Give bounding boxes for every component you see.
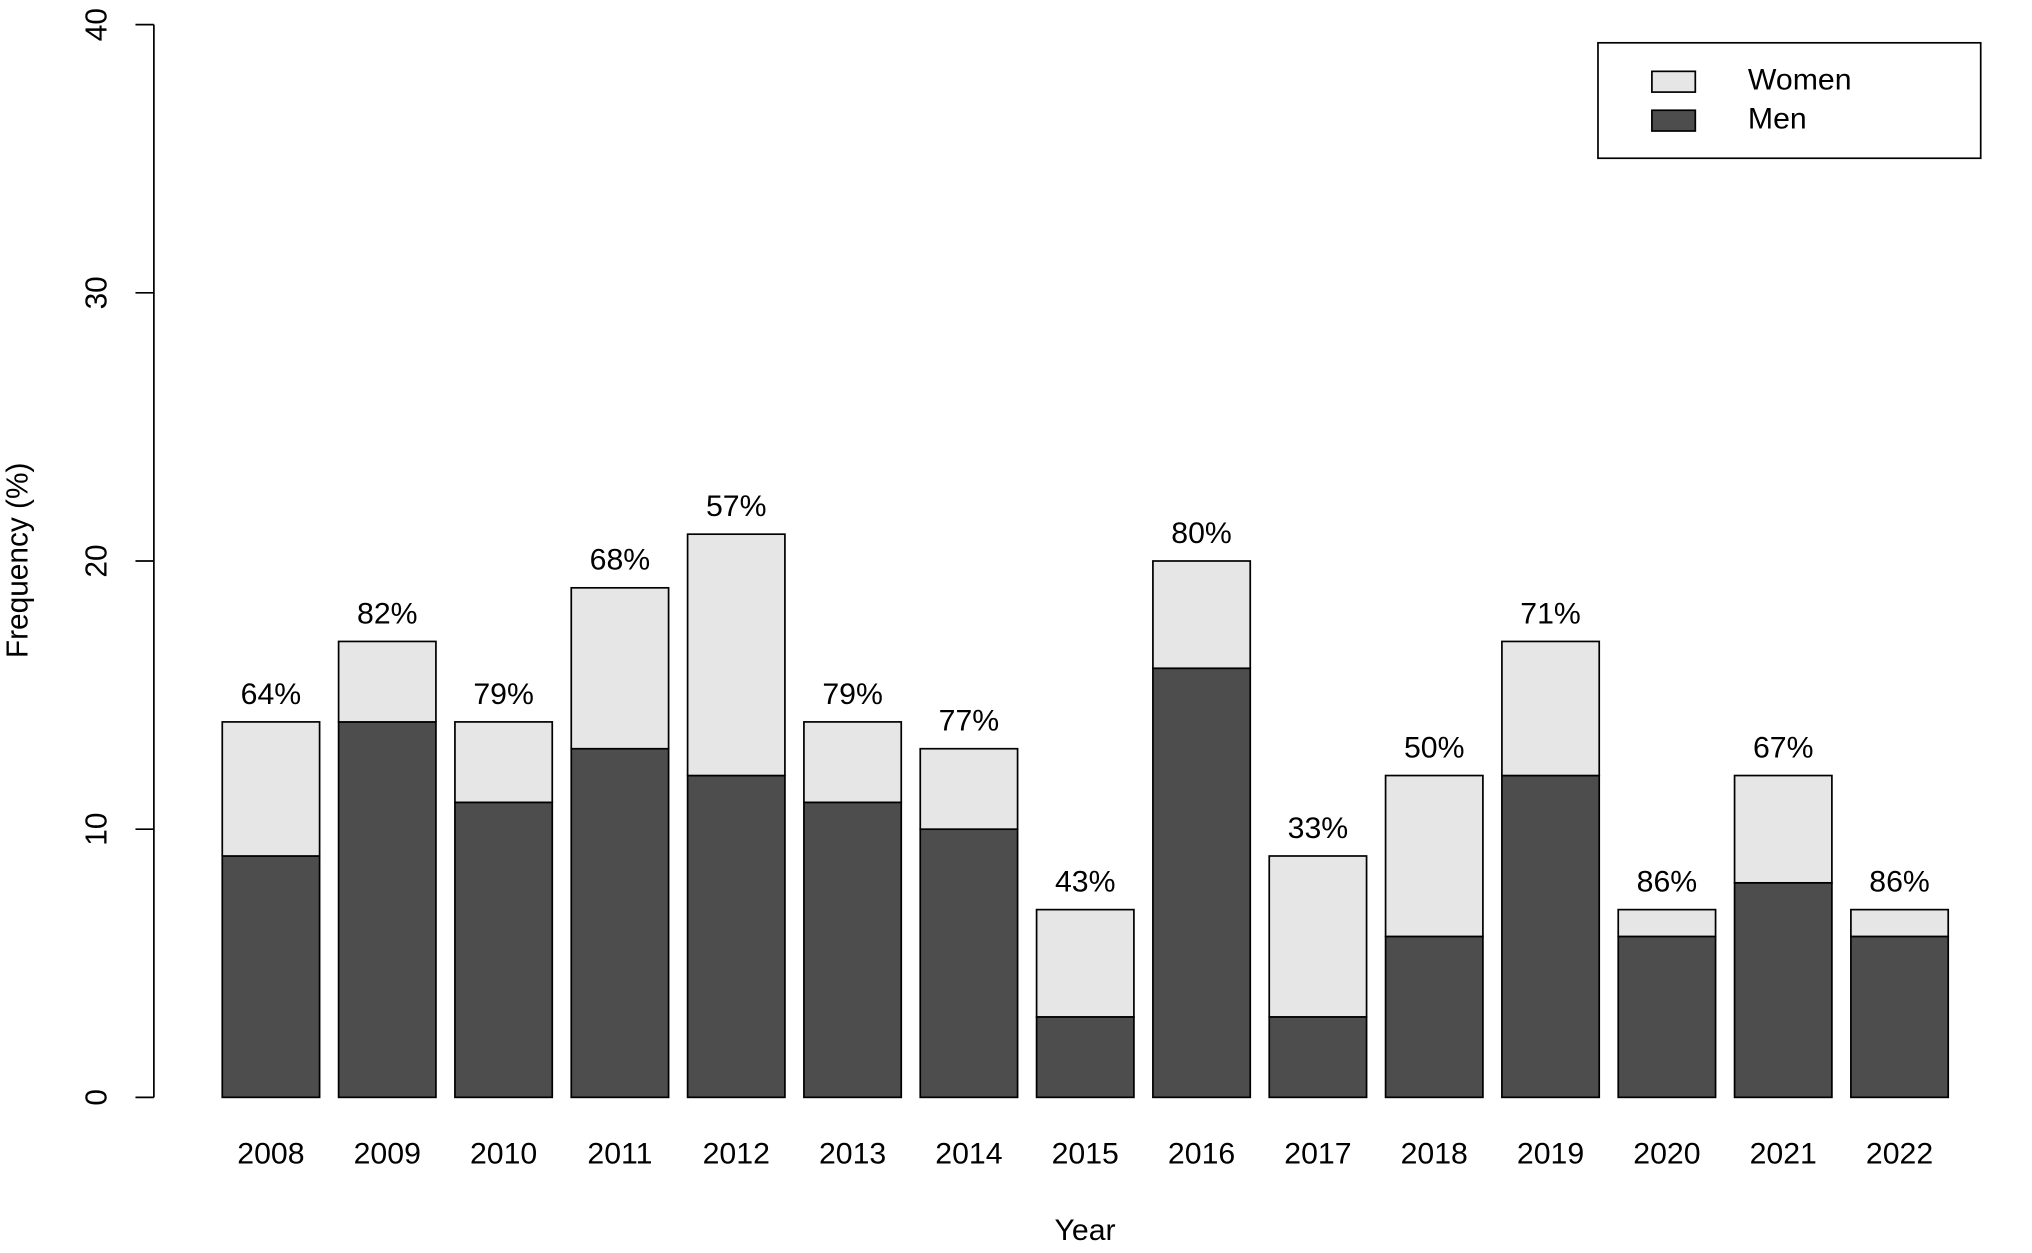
bar-label: 43% bbox=[1055, 866, 1116, 899]
y-tick-label: 40 bbox=[80, 8, 113, 41]
bar-label: 86% bbox=[1869, 866, 1930, 899]
bar-label: 50% bbox=[1404, 732, 1465, 765]
bar-segment bbox=[337, 640, 437, 723]
x-tick-label: 2020 bbox=[1633, 1138, 1700, 1171]
bar-segment bbox=[454, 801, 554, 1099]
bar-label: 67% bbox=[1753, 732, 1814, 765]
x-tick-label: 2008 bbox=[237, 1138, 304, 1171]
y-tick-label: 30 bbox=[80, 276, 113, 309]
x-tick-label: 2009 bbox=[354, 1138, 421, 1171]
x-tick-label: 2017 bbox=[1284, 1138, 1351, 1171]
x-tick-label: 2014 bbox=[935, 1138, 1002, 1171]
bar-segment bbox=[1501, 640, 1601, 777]
bar-segment bbox=[919, 747, 1019, 831]
bar-label: 82% bbox=[357, 598, 418, 631]
legend-label: Women bbox=[1748, 64, 1852, 97]
x-axis-title: Year bbox=[1054, 1214, 1115, 1247]
bar-segment bbox=[1617, 935, 1717, 1099]
bar-segment bbox=[1035, 908, 1135, 1018]
x-tick-label: 2018 bbox=[1401, 1138, 1468, 1171]
bar-segment bbox=[686, 533, 786, 777]
bar-segment bbox=[1035, 1016, 1135, 1099]
bar-segment bbox=[803, 801, 903, 1099]
legend-swatch bbox=[1651, 109, 1697, 132]
bar-segment bbox=[337, 721, 437, 1099]
bar-segment bbox=[1850, 908, 1950, 938]
x-tick-label: 2015 bbox=[1052, 1138, 1119, 1171]
x-tick-label: 2016 bbox=[1168, 1138, 1235, 1171]
bar-label: 64% bbox=[241, 678, 302, 711]
x-tick-label: 2019 bbox=[1517, 1138, 1584, 1171]
bar-segment bbox=[1384, 935, 1484, 1099]
y-tick-label: 10 bbox=[80, 813, 113, 846]
x-tick-label: 2021 bbox=[1750, 1138, 1817, 1171]
x-tick-label: 2013 bbox=[819, 1138, 886, 1171]
bar-segment bbox=[221, 721, 321, 857]
legend-label: Men bbox=[1748, 103, 1807, 136]
bar-label: 77% bbox=[939, 705, 1000, 738]
legend-box bbox=[1597, 41, 1982, 160]
bar-segment bbox=[1733, 774, 1833, 884]
bar-segment bbox=[1152, 560, 1252, 670]
bar-segment bbox=[1268, 1016, 1368, 1099]
bar-segment bbox=[1268, 855, 1368, 1018]
x-tick-label: 2011 bbox=[587, 1138, 652, 1171]
bar-label: 57% bbox=[706, 490, 767, 523]
bar-label: 33% bbox=[1288, 812, 1349, 845]
bar-label: 86% bbox=[1637, 866, 1698, 899]
y-tick-label: 0 bbox=[80, 1089, 113, 1106]
bar-segment bbox=[919, 828, 1019, 1099]
bar-label: 71% bbox=[1520, 598, 1581, 631]
legend-swatch bbox=[1651, 70, 1697, 93]
bar-label: 80% bbox=[1171, 517, 1232, 550]
bar-segment bbox=[1850, 935, 1950, 1099]
bar-segment bbox=[1152, 667, 1252, 1099]
bar-segment bbox=[686, 774, 786, 1099]
bar-segment bbox=[1617, 908, 1717, 938]
bar-segment bbox=[570, 747, 670, 1099]
bar-segment bbox=[221, 855, 321, 1099]
bar-segment bbox=[454, 721, 554, 804]
bar-segment bbox=[1384, 774, 1484, 938]
x-tick-label: 2022 bbox=[1866, 1138, 1933, 1171]
x-tick-label: 2012 bbox=[703, 1138, 770, 1171]
x-tick-label: 2010 bbox=[470, 1138, 537, 1171]
bar-segment bbox=[1733, 881, 1833, 1099]
bar-segment bbox=[803, 721, 903, 804]
bar-label: 79% bbox=[473, 678, 534, 711]
bar-label: 79% bbox=[822, 678, 883, 711]
y-axis-title: Frequency (%) bbox=[2, 463, 35, 659]
bar-segment bbox=[570, 586, 670, 750]
bar-label: 68% bbox=[590, 544, 651, 577]
y-tick-label: 20 bbox=[80, 544, 113, 577]
bar-segment bbox=[1501, 774, 1601, 1099]
